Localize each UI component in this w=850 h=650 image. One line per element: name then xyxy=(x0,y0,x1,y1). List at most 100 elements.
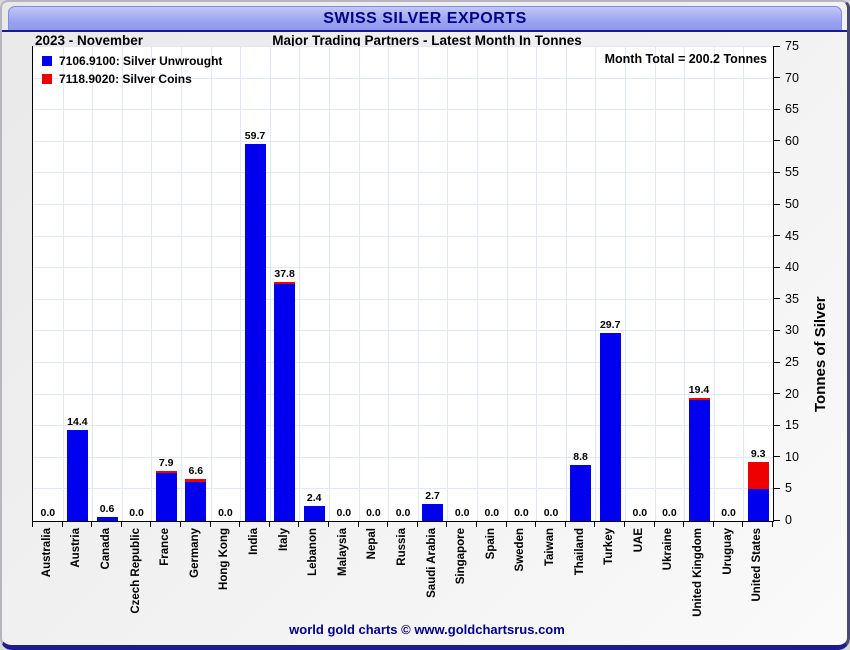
y-axis-title: Tonnes of Silver xyxy=(812,296,829,412)
bar-value-label: 0.0 xyxy=(662,507,677,519)
bar-segment-unwrought xyxy=(244,143,266,521)
x-tick xyxy=(476,522,477,527)
x-tick-label: Canada xyxy=(100,528,112,570)
v-gridline xyxy=(121,47,123,521)
y-tick xyxy=(774,45,780,47)
v-gridline xyxy=(181,47,182,521)
x-tick-label: Ukraine xyxy=(662,528,675,571)
v-gridline xyxy=(743,47,745,521)
x-tick-label: Austria xyxy=(70,528,83,568)
bar-segment-coins xyxy=(688,398,710,401)
y-tick-label: 20 xyxy=(785,386,799,401)
x-tick-label: United Kingdom xyxy=(692,528,704,617)
h-gridline xyxy=(33,235,773,237)
v-gridline xyxy=(329,47,330,521)
bar-value-label: 0.0 xyxy=(366,507,381,519)
x-tick-label: UAE xyxy=(632,528,645,553)
x-tick xyxy=(387,522,389,527)
x-tick xyxy=(328,522,329,527)
h-gridline xyxy=(33,456,773,458)
v-gridline xyxy=(269,47,271,521)
x-tick xyxy=(268,522,270,527)
y-tick-label: 50 xyxy=(785,197,799,211)
x-tick xyxy=(150,522,152,527)
bar-segment-unwrought xyxy=(747,488,769,521)
x-tick-label: Saudi Arabia xyxy=(425,528,438,598)
bar-value-label: 0.0 xyxy=(40,507,56,519)
v-gridline xyxy=(625,47,626,521)
x-tick xyxy=(180,522,181,527)
plot-area: 0.0 14.4 0.6 0.0 7.9 6.6 0.0 59.7 37.8 2.4 0.0 0.0 0… xyxy=(32,46,774,522)
v-gridline xyxy=(447,47,449,521)
x-tick-label: Taiwan xyxy=(544,528,556,567)
bar-value-label: 6.6 xyxy=(188,465,204,478)
legend-swatch-blue-icon xyxy=(42,56,52,66)
bar-segment-unwrought xyxy=(688,400,710,521)
bar-value-label: 0.0 xyxy=(543,507,559,519)
chart-title: SWISS SILVER EXPORTS xyxy=(323,10,527,27)
v-gridline xyxy=(240,47,242,521)
h-gridline xyxy=(33,172,773,174)
x-tick xyxy=(357,522,359,527)
y-tick xyxy=(774,298,780,300)
v-gridline xyxy=(299,47,301,521)
v-gridline xyxy=(536,47,538,521)
v-gridline xyxy=(92,47,94,521)
bar-value-label: 0.0 xyxy=(218,507,233,519)
bar-value-label: 0.0 xyxy=(129,507,144,519)
v-gridline xyxy=(565,47,567,521)
x-tick xyxy=(239,522,241,527)
y-tick-label: 60 xyxy=(785,133,799,148)
x-tick xyxy=(653,522,655,527)
y-tick xyxy=(774,519,780,521)
bar-value-label: 2.7 xyxy=(425,489,440,502)
x-tick-label: Australia xyxy=(40,528,53,578)
v-gridline xyxy=(358,47,360,521)
y-tick-label: 40 xyxy=(785,260,799,275)
y-tick xyxy=(774,329,780,331)
bar-value-label: 37.8 xyxy=(274,268,295,281)
x-tick xyxy=(120,522,122,527)
x-tick-label: Turkey xyxy=(603,528,616,565)
h-gridline xyxy=(33,204,773,205)
y-tick-label: 35 xyxy=(785,291,799,306)
v-gridline xyxy=(388,47,390,521)
h-gridline xyxy=(33,267,773,269)
x-tick-label: Thailand xyxy=(573,528,586,576)
title-bar: SWISS SILVER EXPORTS xyxy=(8,6,842,32)
legend-label-unwrought: 7106.9100: Silver Unwrought xyxy=(59,54,223,68)
bar-value-label: 2.4 xyxy=(306,491,322,504)
v-gridline xyxy=(684,47,686,521)
bar-segment-unwrought xyxy=(599,333,621,521)
x-tick-label: Italy xyxy=(277,528,290,552)
y-tick-label: 70 xyxy=(785,70,799,85)
x-tick-label: Hong Kong xyxy=(218,528,231,590)
y-tick xyxy=(774,108,780,110)
x-tick-label: United States xyxy=(751,528,764,602)
y-tick-label: 45 xyxy=(785,228,799,243)
bar-segment-unwrought xyxy=(570,465,592,521)
bar-segment-unwrought xyxy=(185,481,207,521)
x-tick xyxy=(32,522,33,527)
h-gridline xyxy=(33,298,773,300)
bar-segment-coins xyxy=(185,479,207,482)
v-gridline xyxy=(654,47,656,521)
y-tick xyxy=(774,487,780,489)
h-gridline xyxy=(33,77,773,79)
v-gridline xyxy=(713,47,715,521)
v-gridline xyxy=(62,47,64,521)
y-tick xyxy=(774,361,780,363)
x-tick xyxy=(564,522,566,527)
y-tick xyxy=(774,424,780,426)
v-gridline xyxy=(210,47,212,521)
x-tick-label: Uruguay xyxy=(721,528,734,575)
bar-value-label: 0.0 xyxy=(336,507,352,519)
x-tick-label: Nepal xyxy=(366,528,379,560)
bar-value-label: 0.0 xyxy=(484,507,500,519)
x-tick-label: Sweden xyxy=(514,528,527,572)
bar-value-label: 19.4 xyxy=(688,384,710,397)
x-tick xyxy=(683,522,685,527)
bar-value-label: 0.6 xyxy=(99,503,115,516)
x-tick-label: Malaysia xyxy=(336,528,349,576)
bar-value-label: 0.0 xyxy=(514,507,529,519)
